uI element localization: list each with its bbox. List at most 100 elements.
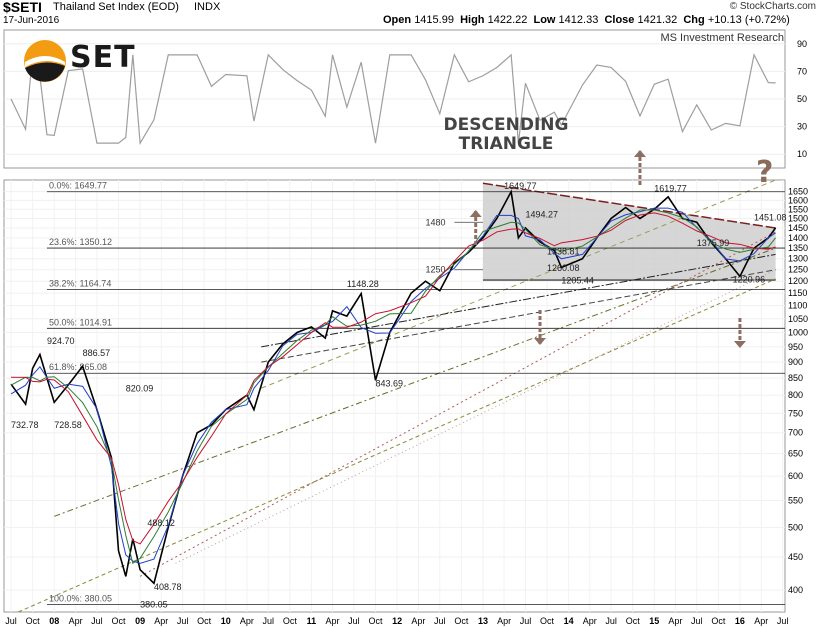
- trendline: [54, 247, 776, 517]
- x-tick-label: Jul: [520, 616, 532, 626]
- x-tick-label: Apr: [497, 616, 511, 626]
- price-annotation: 1494.27: [525, 210, 558, 220]
- arrow-up-breakout-head: [633, 150, 646, 157]
- y-tick-label: 1600: [788, 195, 808, 205]
- price-annotation: 728.58: [54, 420, 82, 430]
- arrow-up-1480-head: [469, 210, 482, 217]
- x-tick-label: 13: [478, 616, 488, 626]
- fib-level-label: 23.6%: 1350.12: [49, 237, 112, 247]
- x-tick-label: 15: [649, 616, 659, 626]
- price-annotation: 1451.08: [754, 212, 787, 222]
- y-tick-label: 1100: [788, 301, 807, 311]
- y-tick-label: 750: [788, 408, 803, 418]
- fib-level-label: 38.2%: 1164.74: [49, 279, 111, 289]
- x-tick-label: Jul: [91, 616, 103, 626]
- chart-date: 17-Jun-2016: [3, 15, 60, 26]
- high-value: 1422.22: [487, 14, 528, 26]
- rsi-tick-label: 90: [797, 39, 807, 49]
- ma-green-line: [10, 209, 777, 565]
- y-tick-label: 550: [788, 496, 803, 506]
- x-tick-label: 16: [735, 616, 745, 626]
- close-label: Close: [604, 14, 635, 26]
- index-name: Thailand Set Index (EOD): [53, 1, 179, 13]
- rsi-tick-label: 50: [797, 94, 807, 104]
- fib-level-label: 0.0%: 1649.77: [49, 181, 107, 191]
- x-tick-label: Oct: [283, 616, 298, 626]
- price-annotation: 843.69: [375, 379, 403, 389]
- x-tick-label: 14: [564, 616, 574, 626]
- y-tick-label: 450: [788, 552, 803, 562]
- x-tick-label: Oct: [711, 616, 726, 626]
- ma-blue-line: [10, 207, 776, 564]
- price-annotation: 1375.99: [697, 238, 730, 248]
- x-tick-label: 11: [307, 616, 317, 626]
- research-credit: MS Investment Research: [660, 32, 785, 44]
- x-tick-label: 12: [392, 616, 402, 626]
- level-marker-label: 1250: [425, 265, 445, 275]
- x-tick-label: 09: [135, 616, 145, 626]
- price-annotation: 1619.77: [654, 184, 687, 194]
- price-annotation: 408.78: [154, 582, 182, 592]
- x-tick-label: Oct: [197, 616, 212, 626]
- y-tick-label: 1250: [788, 265, 808, 275]
- y-tick-label: 1650: [788, 187, 808, 197]
- level-marker-label: 1480: [425, 217, 445, 227]
- low-label: Low: [533, 14, 556, 26]
- x-tick-label: Oct: [368, 616, 383, 626]
- ohlc-readout: Open 1415.99 High 1422.22 Low 1412.33 Cl…: [383, 14, 790, 26]
- x-tick-label: Apr: [583, 616, 597, 626]
- x-tick-label: Jul: [691, 616, 703, 626]
- y-tick-label: 1550: [788, 204, 808, 214]
- y-tick-label: 1050: [788, 314, 808, 324]
- open-value: 1415.99: [414, 14, 454, 26]
- trendline: [261, 253, 776, 348]
- x-tick-label: Jul: [348, 616, 360, 626]
- x-tick-label: Jul: [605, 616, 617, 626]
- x-tick-label: Oct: [26, 616, 41, 626]
- fib-level-label: 100.0%: 380.05: [49, 593, 112, 603]
- x-tick-label: Apr: [668, 616, 682, 626]
- price-annotation: 380.05: [140, 599, 168, 609]
- y-tick-label: 800: [788, 390, 803, 400]
- fib-level-label: 50.0%: 1014.91: [49, 317, 112, 327]
- y-tick-label: 950: [788, 342, 803, 352]
- trendline: [261, 269, 776, 363]
- ticker-symbol: $SETI: [3, 0, 42, 15]
- price-line: [10, 189, 777, 585]
- set-logo-icon: [24, 40, 66, 82]
- price-annotation: 924.70: [47, 336, 75, 346]
- rsi-tick-label: 70: [797, 66, 807, 76]
- x-tick-label: 08: [49, 616, 59, 626]
- y-tick-label: 900: [788, 357, 803, 367]
- x-tick-label: Apr: [69, 616, 83, 626]
- y-tick-label: 1350: [788, 243, 808, 253]
- price-annotation: 1338.81: [547, 246, 580, 256]
- triangle-upper-line: [482, 182, 776, 229]
- y-tick-label: 1000: [788, 327, 808, 337]
- price-annotation: 820.09: [126, 384, 154, 394]
- price-annotation: 1649.77: [504, 181, 537, 191]
- y-tick-label: 1300: [788, 254, 808, 264]
- y-tick-label: 850: [788, 373, 803, 383]
- pattern-title-line1: DESCENDING: [443, 115, 569, 135]
- x-tick-label: Jul: [177, 616, 189, 626]
- rsi-tick-label: 10: [797, 149, 807, 159]
- x-tick-label: Apr: [240, 616, 254, 626]
- x-tick-label: 10: [221, 616, 231, 626]
- arrow-down-2-head: [733, 341, 746, 348]
- source-credit: © StockCharts.com: [729, 1, 816, 12]
- rsi-tick-label: 30: [797, 122, 807, 132]
- price-annotation: 1220.96: [733, 274, 766, 284]
- price-annotation: 1148.28: [347, 279, 379, 289]
- close-value: 1421.32: [637, 14, 678, 26]
- chg-value: +10.13 (+0.72%): [707, 14, 790, 26]
- y-tick-label: 1450: [788, 223, 808, 233]
- x-tick-label: Jul: [262, 616, 274, 626]
- x-tick-label: Oct: [626, 616, 641, 626]
- exchange-label: INDX: [194, 1, 221, 13]
- x-tick-label: Apr: [411, 616, 425, 626]
- trendline: [18, 278, 776, 613]
- trendline: [261, 179, 776, 389]
